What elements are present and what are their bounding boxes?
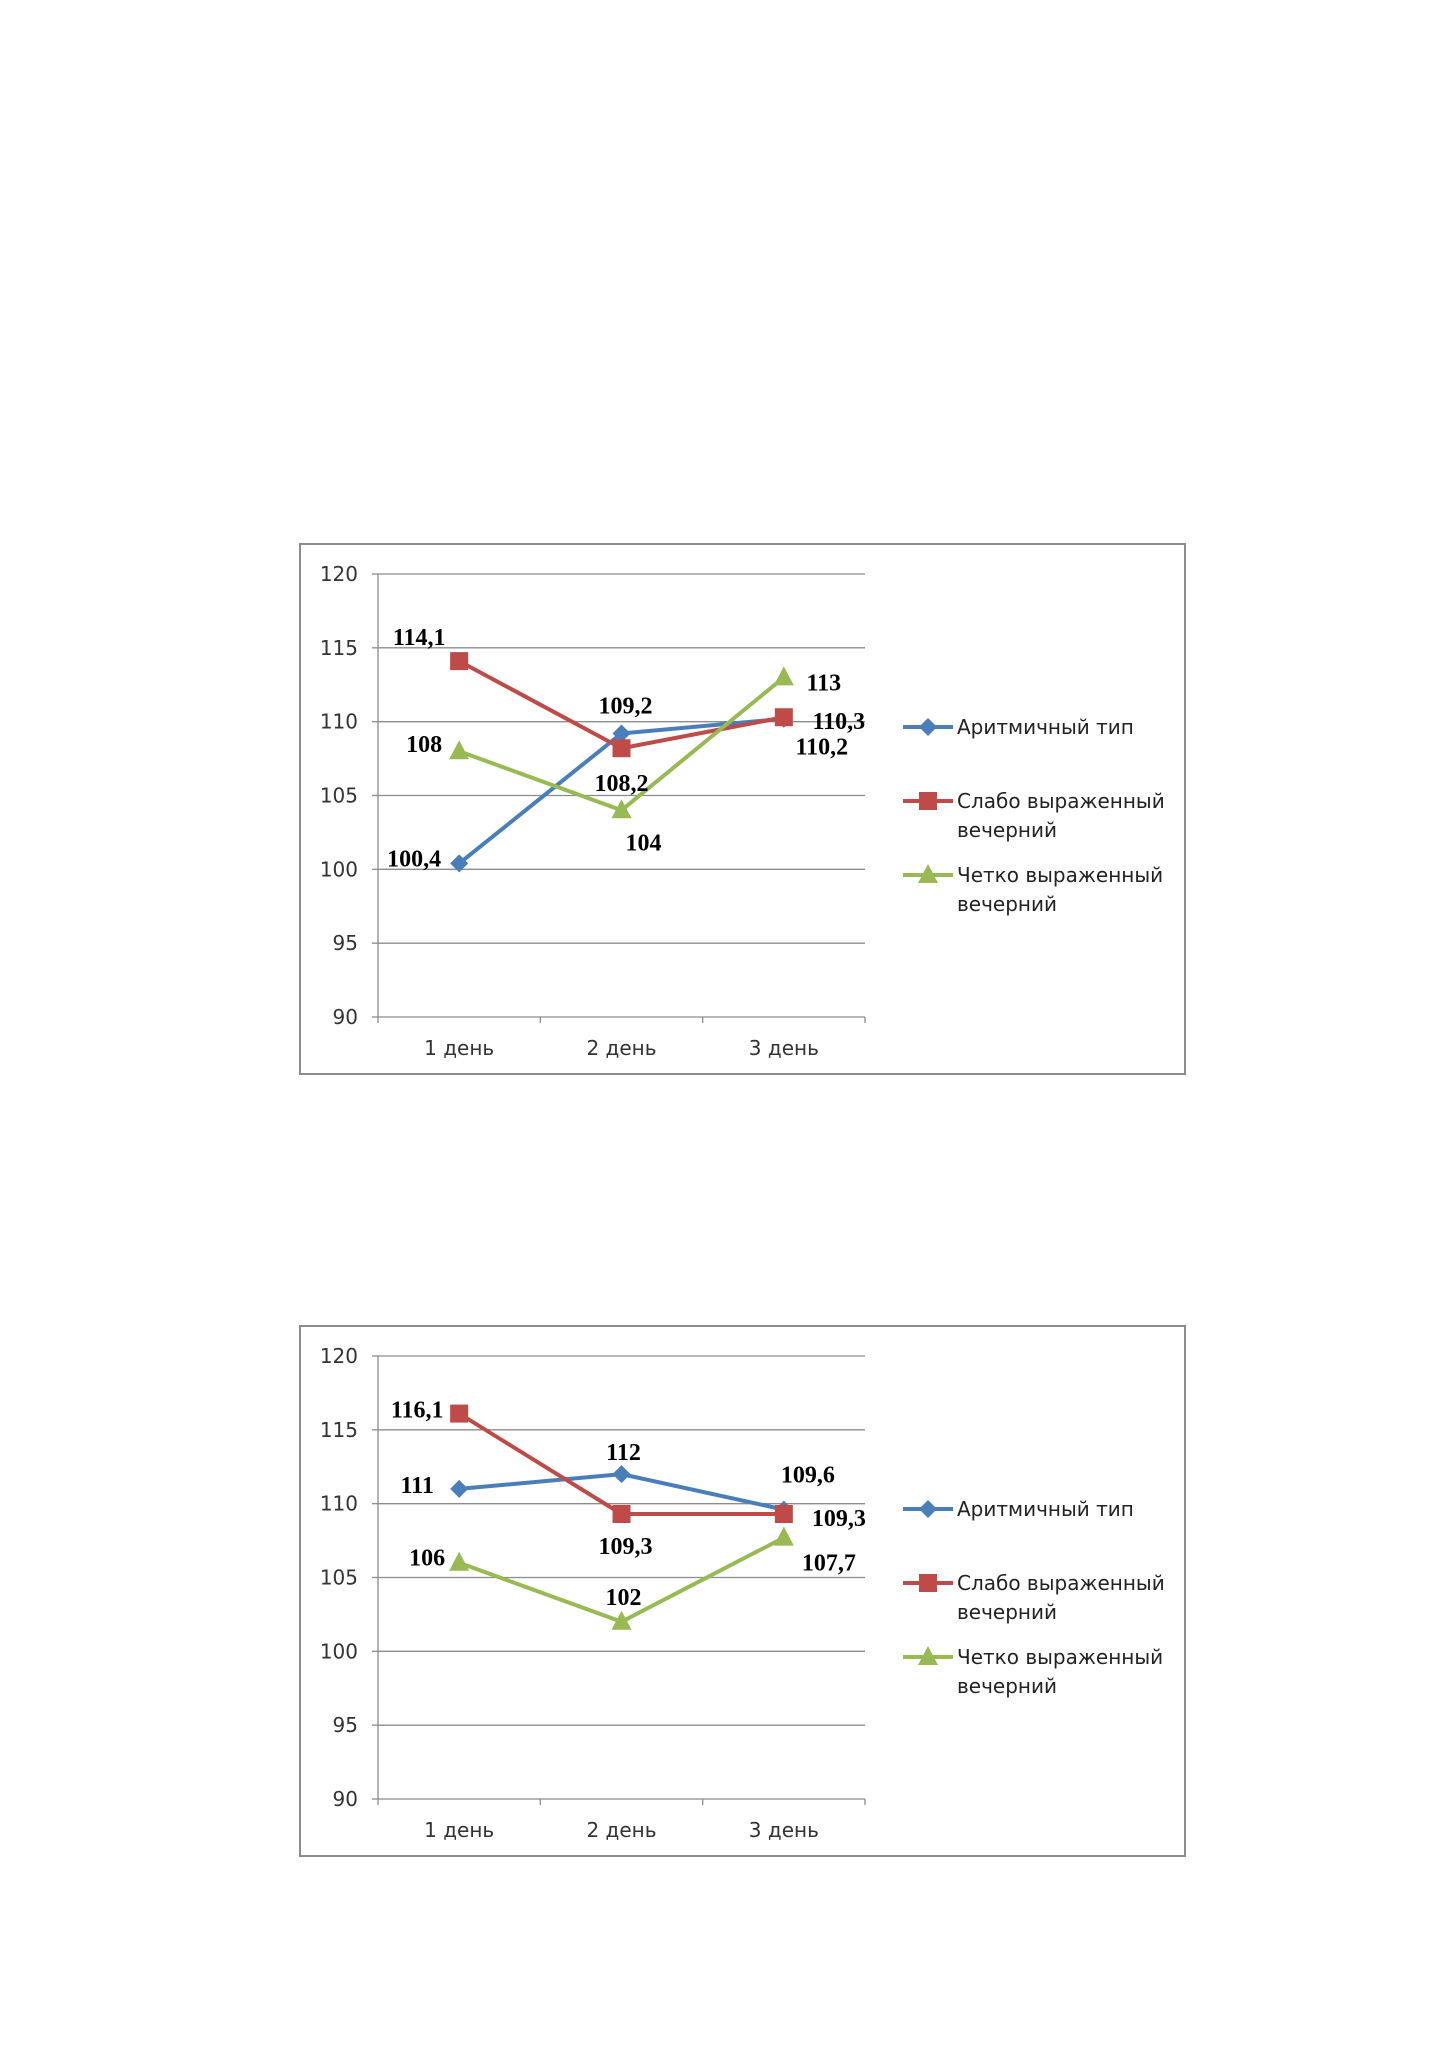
data-label: 106 (409, 1546, 445, 1572)
x-tick-label: 1 день (424, 1036, 494, 1060)
legend-marker (919, 718, 937, 736)
data-point (450, 854, 469, 873)
series-2 (450, 652, 793, 758)
chart-1: 120 115 110 105 100 95 90 1 день 2 день 3 день 100… (299, 543, 1186, 1075)
y-tick-label: 100 (320, 857, 358, 881)
data-point (774, 708, 793, 727)
y-tick-label: 90 (333, 1787, 358, 1811)
legend-label: Аритмичный тип (957, 1497, 1134, 1521)
data-label: 100,4 (387, 846, 441, 872)
data-label: 110,2 (795, 735, 848, 761)
data-label: 114,1 (393, 625, 446, 651)
data-point (773, 666, 794, 686)
legend-label: Четко выраженный вечерний (957, 863, 1163, 916)
legend-item: Слабо выраженный вечерний (903, 789, 1165, 842)
data-label: 112 (606, 1440, 641, 1466)
data-label: 108 (406, 732, 442, 758)
legend-item: Аритмичный тип (903, 1497, 1134, 1521)
y-tick-label: 105 (320, 784, 358, 808)
data-point (612, 724, 631, 743)
data-point (450, 1479, 469, 1498)
y-tick-label: 120 (320, 1344, 358, 1368)
legend-item: Четко выраженный вечерний (903, 863, 1163, 916)
data-label: 104 (626, 830, 662, 856)
y-tick-label: 115 (320, 1418, 358, 1442)
chart-2: 120 115 110 105 100 95 90 1 день 2 день 3 день 111… (299, 1325, 1186, 1857)
data-label: 102 (606, 1585, 642, 1611)
legend-item: Слабо выраженный вечерний (903, 1571, 1165, 1624)
x-tick-label: 2 день (586, 1818, 656, 1842)
x-tick-label: 1 день (424, 1818, 494, 1842)
chart-1-plot: 120 115 110 105 100 95 90 1 день 2 день 3 день 100… (320, 562, 1165, 1060)
data-label: 109,6 (781, 1463, 835, 1489)
y-tick-label: 95 (333, 931, 358, 955)
y-tick-label: 120 (320, 562, 358, 586)
y-tick-label: 115 (320, 636, 358, 660)
y-tick-label: 110 (320, 1492, 358, 1516)
data-label: 107,7 (802, 1551, 856, 1577)
series-2 (450, 1404, 793, 1524)
series-3 (449, 1526, 794, 1630)
x-tick-label: 2 день (586, 1036, 656, 1060)
legend-marker (919, 792, 937, 810)
legend-label: Слабо выраженный вечерний (957, 1571, 1165, 1624)
legend-label: Четко выраженный вечерний (957, 1645, 1163, 1698)
data-label: 110,3 (812, 709, 865, 735)
x-tick-label: 3 день (749, 1036, 819, 1060)
data-point (611, 799, 632, 819)
data-label: 109,2 (599, 693, 653, 719)
data-label: 109,3 (599, 1534, 653, 1560)
legend-item: Аритмичный тип (903, 715, 1134, 739)
data-point (774, 1505, 793, 1524)
legend-marker (919, 1574, 937, 1592)
y-tick-label: 90 (333, 1005, 358, 1029)
y-tick-label: 95 (333, 1713, 358, 1737)
y-tick-label: 110 (320, 710, 358, 734)
data-label: 109,3 (812, 1506, 866, 1532)
data-label: 113 (806, 670, 841, 696)
legend-label: Аритмичный тип (957, 715, 1134, 739)
data-label: 108,2 (595, 771, 649, 797)
data-point (773, 1526, 794, 1546)
data-point (449, 740, 470, 760)
y-tick-label: 100 (320, 1639, 358, 1663)
legend-marker (918, 864, 938, 883)
data-label: 111 (400, 1473, 433, 1499)
legend-marker (919, 1500, 937, 1518)
data-point (449, 1551, 470, 1571)
data-point (612, 1505, 631, 1524)
data-point (611, 1610, 632, 1630)
y-tick-label: 105 (320, 1566, 358, 1590)
data-point (450, 1404, 469, 1423)
data-point (450, 652, 469, 671)
legend-marker (918, 1646, 938, 1665)
legend-item: Четко выраженный вечерний (903, 1645, 1163, 1698)
chart-2-plot: 120 115 110 105 100 95 90 1 день 2 день 3 день 111… (320, 1344, 1165, 1842)
legend-label: Слабо выраженный вечерний (957, 789, 1165, 842)
data-label: 116,1 (391, 1398, 444, 1424)
data-point (612, 739, 631, 758)
data-point (612, 1465, 631, 1484)
series-3 (449, 666, 794, 819)
x-tick-label: 3 день (749, 1818, 819, 1842)
